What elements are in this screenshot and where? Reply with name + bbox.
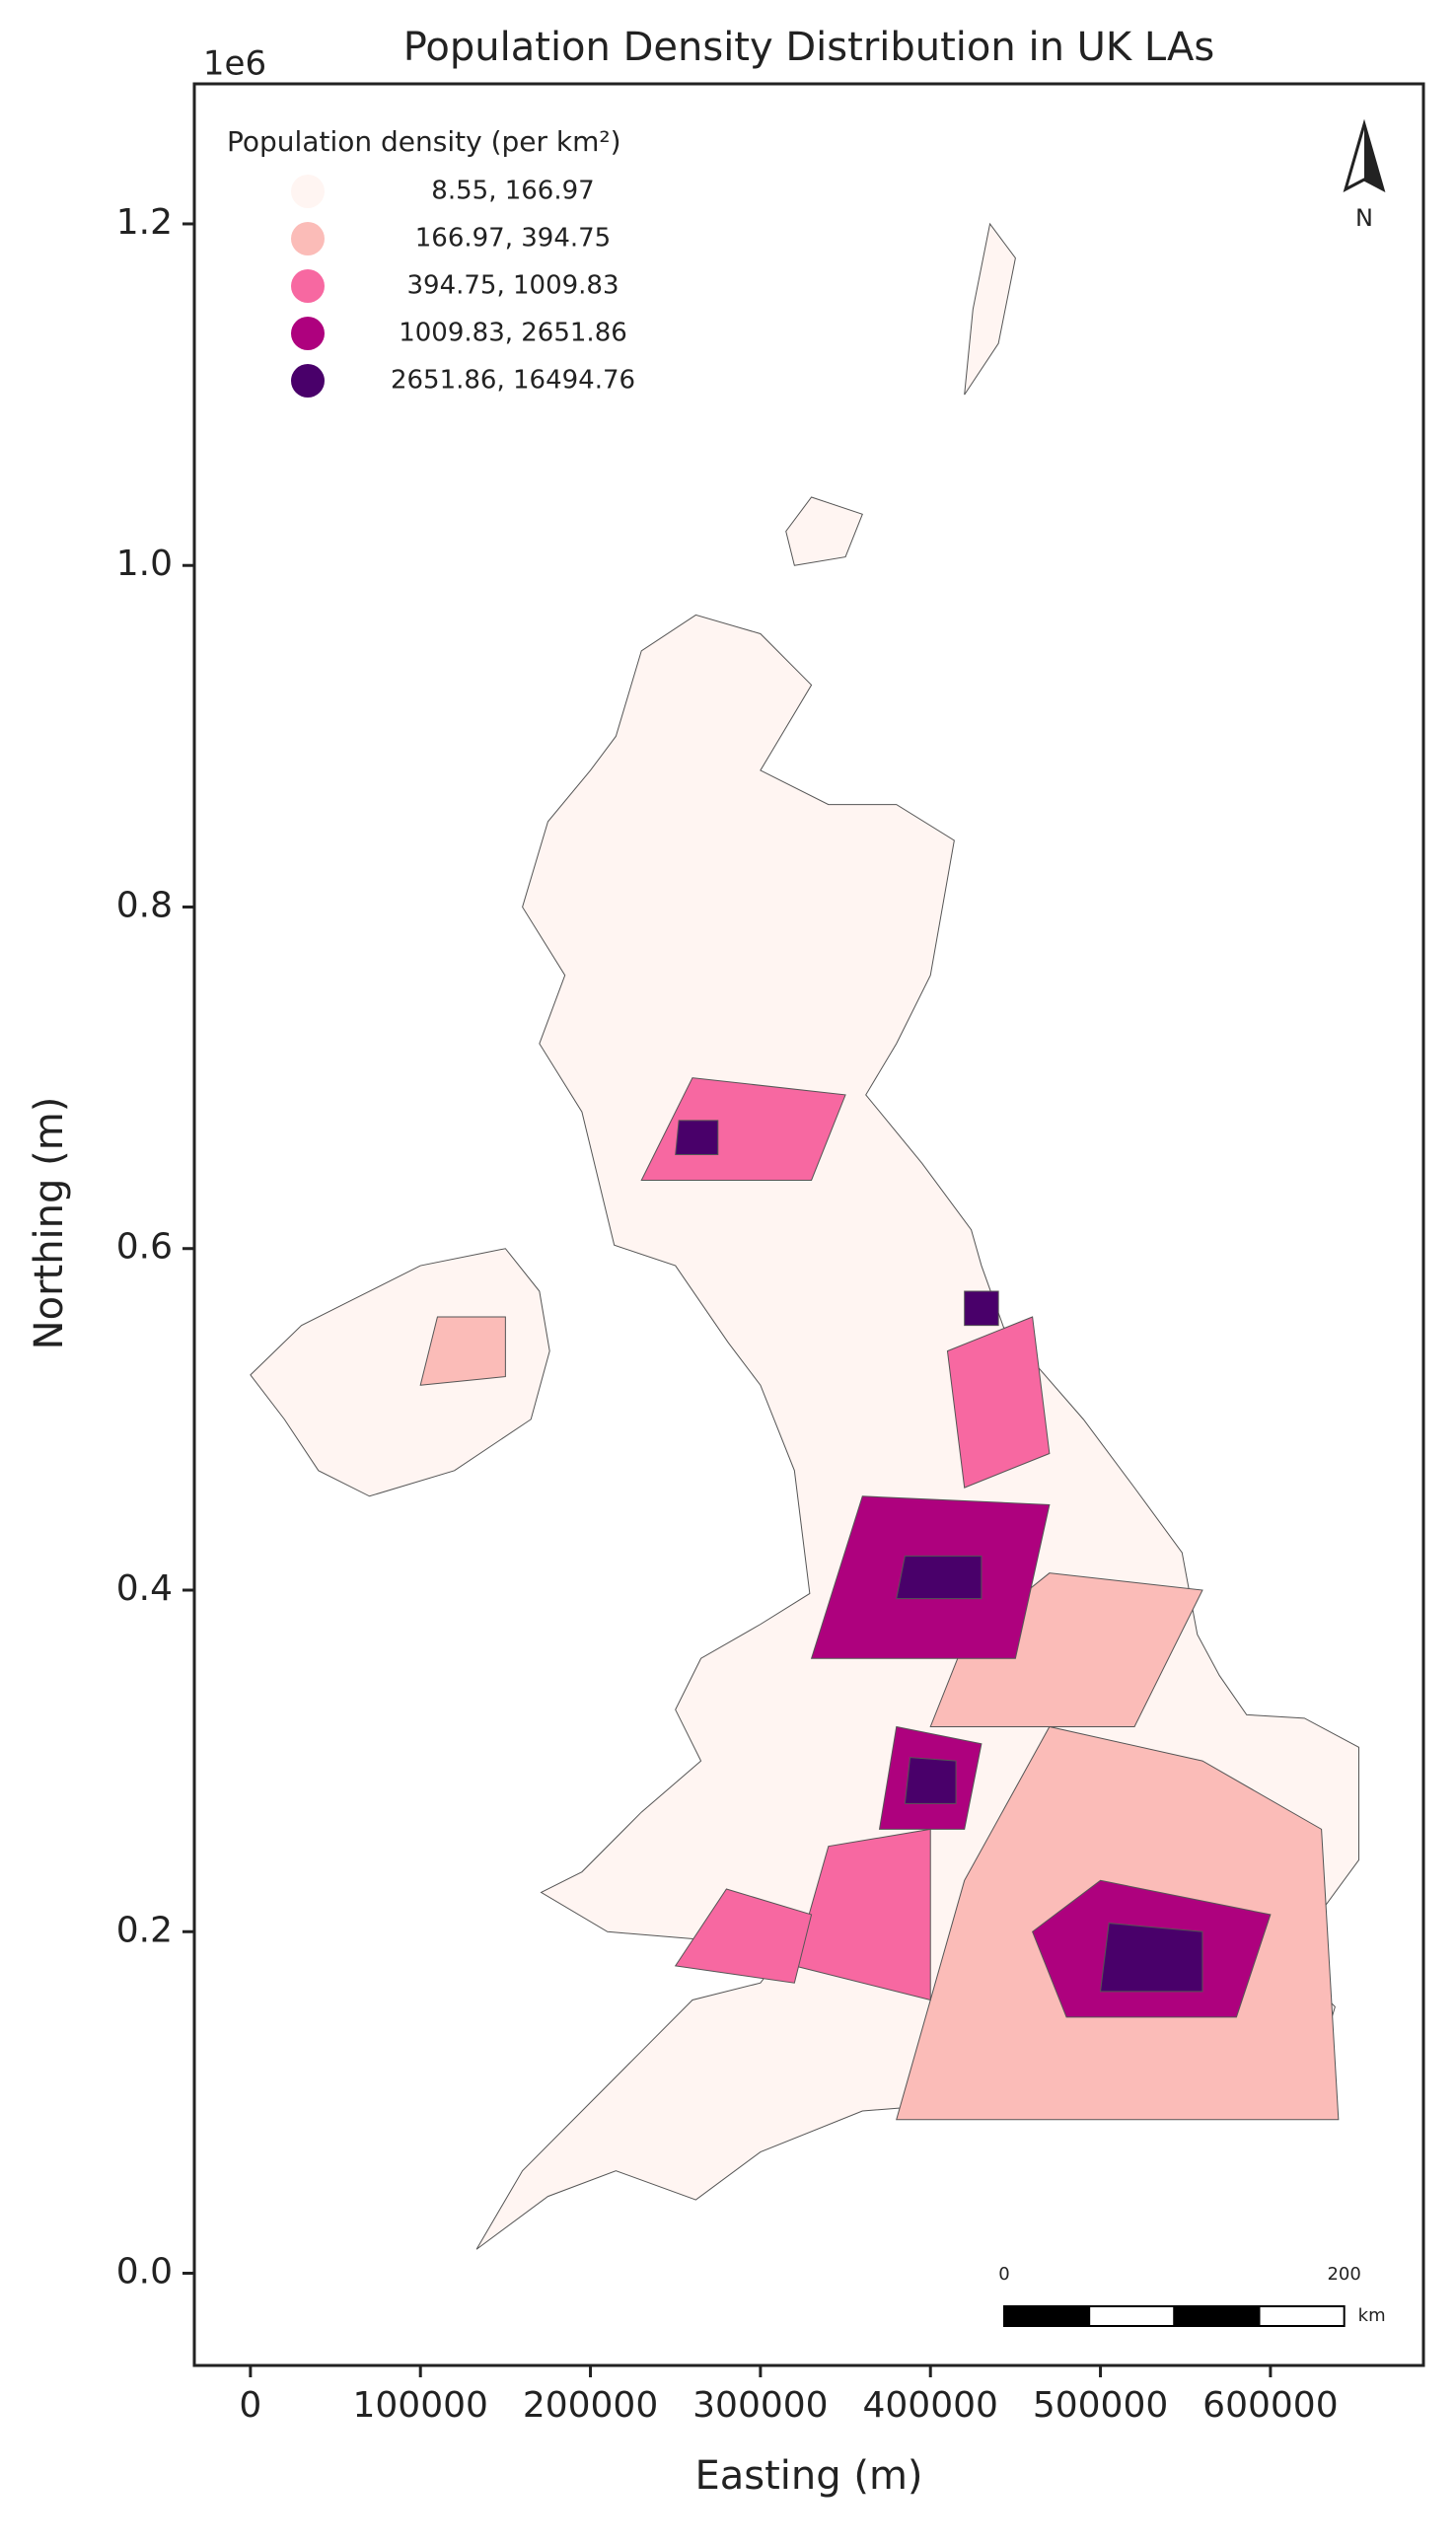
- x-tick-label: 600000: [1202, 2385, 1338, 2426]
- legend-marker: [291, 364, 325, 398]
- x-tick-label: 0: [239, 2385, 261, 2426]
- y-axis-label: Northing (m): [27, 1097, 72, 1350]
- scale-bar-label: 0: [998, 2264, 1009, 2285]
- y-tick-label: 0.2: [116, 1910, 173, 1950]
- density-region: [1099, 1923, 1203, 1993]
- legend-title: Population density (per km²): [227, 125, 621, 158]
- x-tick-label: 500000: [1033, 2385, 1168, 2426]
- x-tick-label: 400000: [863, 2385, 998, 2426]
- legend-label: 8.55, 166.97: [431, 177, 594, 206]
- legend-marker: [291, 269, 325, 303]
- density-region: [419, 1316, 506, 1386]
- density-region: [964, 1290, 999, 1327]
- legend-label: 2651.86, 16494.76: [391, 366, 635, 396]
- map-area: [250, 222, 1360, 2250]
- y-offset-label: 1e6: [203, 44, 266, 84]
- density-region: [674, 1888, 813, 1984]
- north-arrow: [1343, 118, 1386, 192]
- y-tick-label: 0.6: [116, 1227, 173, 1268]
- legend-marker: [291, 222, 325, 255]
- density-region: [904, 1757, 957, 1804]
- legend-marker: [291, 175, 325, 208]
- legend-label: 166.97, 394.75: [415, 224, 611, 254]
- scale-bar-segment: [1258, 2305, 1346, 2327]
- chart-title: Population Density Distribution in UK LA…: [403, 25, 1215, 70]
- density-region: [675, 1120, 719, 1156]
- scale-bar-segment: [1003, 2305, 1091, 2327]
- axes-frame: [192, 82, 1425, 2367]
- legend-marker: [291, 317, 325, 350]
- shetland: [964, 222, 1016, 396]
- orkney: [785, 496, 863, 566]
- legend-label: 394.75, 1009.83: [406, 271, 619, 301]
- scale-bar-segment: [1088, 2305, 1176, 2327]
- y-tick-label: 1.0: [116, 544, 173, 584]
- scale-bar-label: 200: [1327, 2264, 1360, 2285]
- northern-ireland: [250, 1248, 550, 1497]
- scale-bar-unit: km: [1358, 2305, 1386, 2326]
- y-tick-label: 0.4: [116, 1568, 173, 1609]
- density-region: [946, 1316, 1051, 1489]
- y-tick-label: 1.2: [116, 202, 173, 243]
- x-tick-label: 100000: [352, 2385, 487, 2426]
- north-label: N: [1355, 204, 1373, 232]
- y-tick-label: 0.0: [116, 2252, 173, 2292]
- scale-bar-segment: [1173, 2305, 1261, 2327]
- x-tick-label: 200000: [523, 2385, 658, 2426]
- density-region: [896, 1555, 983, 1600]
- x-tick-label: 300000: [692, 2385, 828, 2426]
- x-axis-label: Easting (m): [694, 2453, 922, 2499]
- legend-label: 1009.83, 2651.86: [399, 319, 627, 348]
- y-tick-label: 0.8: [116, 885, 173, 925]
